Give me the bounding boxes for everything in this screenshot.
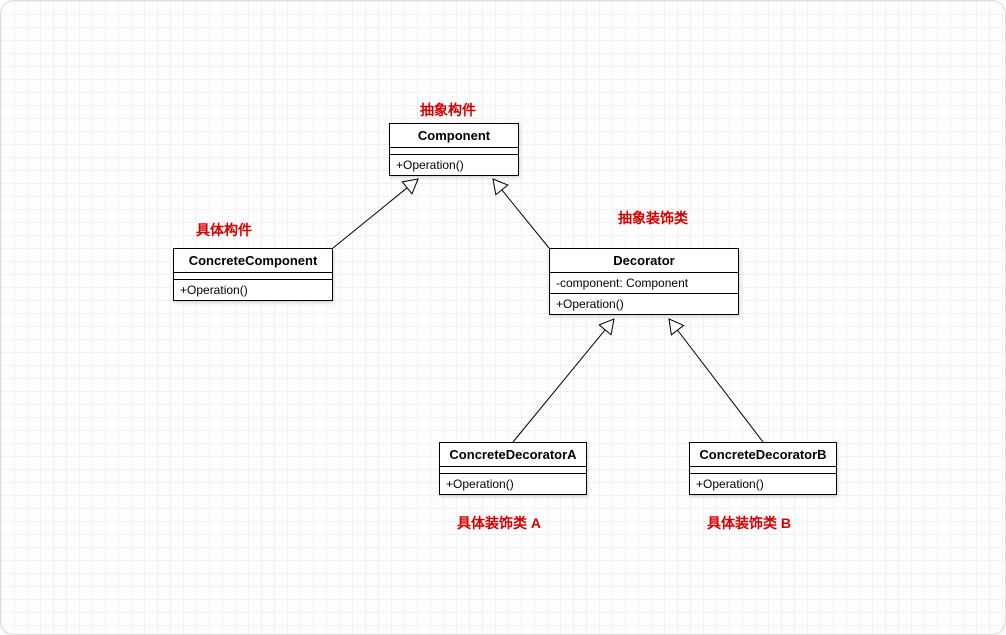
class-method: +Operation() xyxy=(390,155,518,175)
class-concrete-decorator-a: ConcreteDecoratorA +Operation() xyxy=(439,442,587,495)
class-decorator: Decorator -component: Component +Operati… xyxy=(549,248,739,315)
class-title: ConcreteDecoratorB xyxy=(690,443,836,467)
class-attr-empty xyxy=(174,273,332,280)
label-concrete-decorator-b: 具体装饰类 B xyxy=(707,513,791,533)
class-method: +Operation() xyxy=(440,474,586,494)
class-concrete-component: ConcreteComponent +Operation() xyxy=(173,248,333,301)
class-concrete-decorator-b: ConcreteDecoratorB +Operation() xyxy=(689,442,837,495)
label-decorator: 抽象装饰类 xyxy=(618,208,688,228)
class-method: +Operation() xyxy=(550,294,738,314)
class-attr-empty xyxy=(440,467,586,474)
class-title: Decorator xyxy=(550,249,738,273)
class-method: +Operation() xyxy=(690,474,836,494)
class-component: Component +Operation() xyxy=(389,123,519,176)
label-component: 抽象构件 xyxy=(420,100,476,120)
edges-layer xyxy=(1,1,1006,635)
diagram-canvas: Component +Operation() ConcreteComponent… xyxy=(0,0,1006,635)
label-concrete-component: 具体构件 xyxy=(196,220,252,240)
class-attr: -component: Component xyxy=(550,273,738,294)
class-title: ConcreteComponent xyxy=(174,249,332,273)
class-title: Component xyxy=(390,124,518,148)
label-concrete-decorator-a: 具体装饰类 A xyxy=(457,513,541,533)
class-attr-empty xyxy=(390,148,518,155)
class-attr-empty xyxy=(690,467,836,474)
class-method: +Operation() xyxy=(174,280,332,300)
class-title: ConcreteDecoratorA xyxy=(440,443,586,467)
